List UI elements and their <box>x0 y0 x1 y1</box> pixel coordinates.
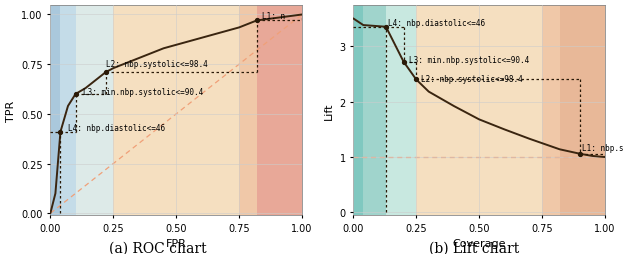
Bar <box>61 6 76 215</box>
Text: L2: nbp.systolic<=98.4: L2: nbp.systolic<=98.4 <box>106 60 207 69</box>
Text: L4: nbp.diastolic<=46: L4: nbp.diastolic<=46 <box>68 123 165 132</box>
Text: (a) ROC chart: (a) ROC chart <box>109 241 207 254</box>
Y-axis label: Lift: Lift <box>324 102 334 119</box>
Bar <box>353 6 363 215</box>
Bar <box>559 6 605 215</box>
Text: L3: min.nbp.systolic<=90.4: L3: min.nbp.systolic<=90.4 <box>83 88 204 97</box>
Bar <box>113 6 239 215</box>
Text: L3: min.nbp.systolic<=90.4: L3: min.nbp.systolic<=90.4 <box>409 55 529 65</box>
Y-axis label: TPR: TPR <box>6 100 16 121</box>
Bar <box>363 6 386 215</box>
Bar <box>386 6 416 215</box>
X-axis label: FPR: FPR <box>166 239 186 248</box>
Text: L1: n: L1: n <box>262 12 285 21</box>
Bar <box>416 6 542 215</box>
Bar <box>542 6 559 215</box>
Bar <box>257 6 302 215</box>
Bar <box>51 6 61 215</box>
X-axis label: Coverage: Coverage <box>453 239 506 248</box>
Bar <box>239 6 257 215</box>
Bar <box>76 6 113 215</box>
Text: L1: nbp.s: L1: nbp.s <box>582 143 624 152</box>
Text: (b) Lift chart: (b) Lift chart <box>429 241 519 254</box>
Text: L4: nbp.diastolic<=46: L4: nbp.diastolic<=46 <box>389 19 485 28</box>
Text: L2: nbp.systolic<=98.4: L2: nbp.systolic<=98.4 <box>421 74 523 83</box>
